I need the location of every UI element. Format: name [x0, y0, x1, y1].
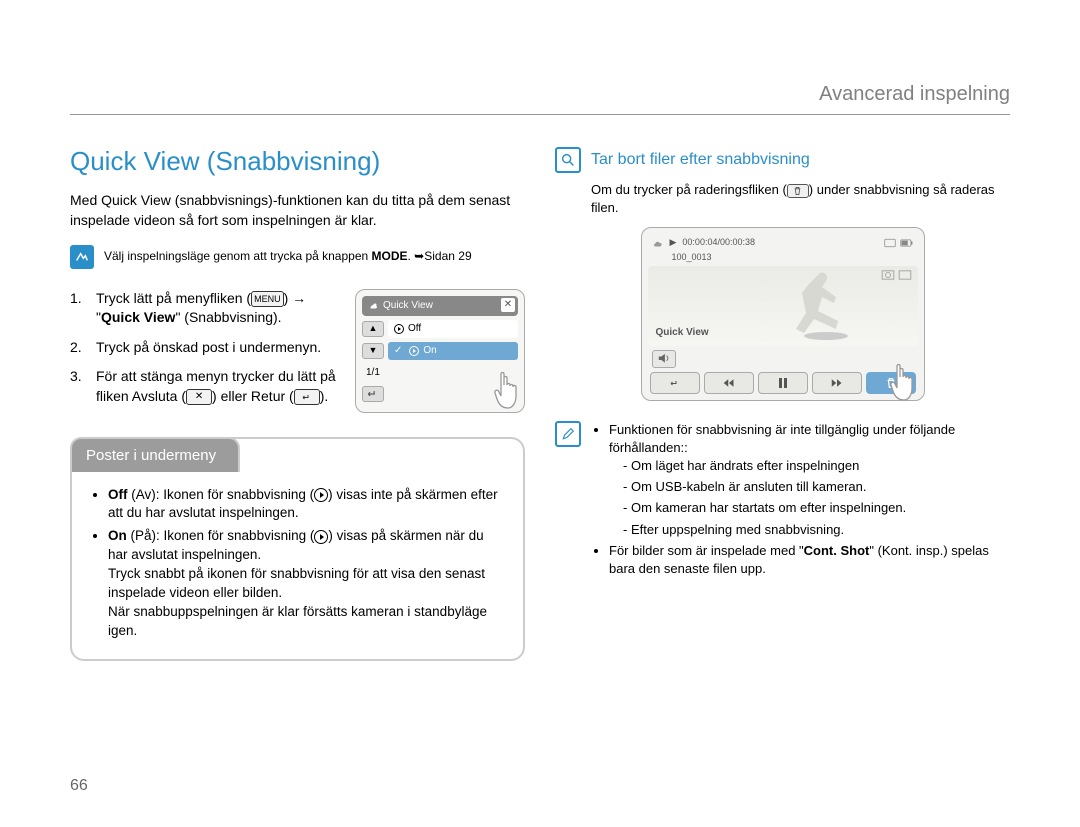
submenu-off: Off (Av): Ikonen för snabbvisning () vis…	[108, 486, 505, 524]
step-3: För att stänga menyn trycker du lätt på …	[70, 367, 345, 406]
page-title: Quick View (Snabbvisning)	[70, 143, 525, 179]
down-arrow-icon: ▼	[362, 343, 384, 359]
right-section-title: Tar bort filer efter snabbvisning	[591, 149, 810, 171]
volume-icon	[652, 350, 676, 368]
mode-note: Välj inspelningsläge genom att trycka på…	[104, 245, 472, 265]
mode-icon	[70, 245, 94, 269]
forward-button	[812, 372, 862, 394]
quickview-play-icon	[314, 488, 328, 502]
submenu-items-box: Poster i undermeny Off (Av): Ikonen för …	[70, 437, 525, 661]
hand-pointer-icon	[886, 360, 926, 410]
step-2: Tryck på önskad post i undermenyn.	[70, 338, 345, 358]
file-number: 100_0013	[648, 251, 918, 264]
playback-screenshot: ▶ 00:00:04/00:00:38 100_0013 Quick View	[641, 227, 925, 400]
breadcrumb: Avancerad inspelning	[70, 80, 1010, 115]
submenu-on: On (På): Ikonen för snabbvisning () visa…	[108, 527, 505, 640]
exit-chip-icon	[186, 389, 212, 405]
up-arrow-icon: ▲	[362, 321, 384, 337]
quickview-label: Quick View	[656, 326, 709, 340]
battery-icon	[900, 238, 914, 248]
share-icon	[898, 270, 912, 280]
delete-chip-icon	[787, 184, 809, 198]
return-icon	[362, 386, 384, 402]
return-button	[650, 372, 700, 394]
close-icon: ✕	[501, 298, 515, 312]
notes-list: Funktionen för snabbvisning är inte till…	[591, 421, 1010, 582]
menu-option-off: Off	[388, 320, 518, 338]
return-chip-icon	[294, 389, 320, 405]
quickview-menu-screenshot: Quick View ✕ ▲ Off ▼ On 1/1	[355, 289, 525, 413]
menu-option-on: On	[388, 342, 518, 360]
skater-silhouette	[788, 270, 868, 350]
intro-text: Med Quick View (snabbvisnings)-funktione…	[70, 191, 525, 230]
page-number: 66	[70, 775, 88, 797]
magnifier-icon	[555, 147, 581, 173]
step-1: Tryck lätt på menyfliken (MENU) → "Quick…	[70, 289, 345, 328]
timecode: 00:00:04/00:00:38	[682, 236, 755, 249]
right-intro: Om du trycker på raderingsfliken () unde…	[591, 181, 1010, 217]
page-indicator: 1/1	[362, 364, 384, 382]
cloud-icon	[652, 238, 664, 248]
quickview-play-icon	[314, 530, 328, 544]
menu-header-label: Quick View	[383, 299, 433, 313]
card-icon	[884, 238, 896, 248]
pause-button	[758, 372, 808, 394]
rewind-button	[704, 372, 754, 394]
menu-chip-icon: MENU	[251, 291, 284, 307]
note-pencil-icon	[555, 421, 581, 447]
submenu-header: Poster i undermeny	[70, 437, 240, 472]
photo-icon	[881, 270, 895, 280]
hand-pointer-icon	[490, 368, 530, 418]
